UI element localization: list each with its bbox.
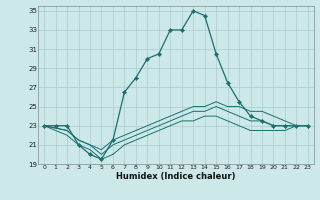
X-axis label: Humidex (Indice chaleur): Humidex (Indice chaleur) [116, 172, 236, 181]
